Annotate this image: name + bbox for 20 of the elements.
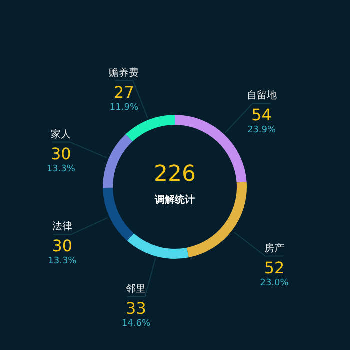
data-label: 52: [264, 258, 285, 278]
data-label: 33: [126, 299, 146, 318]
slice-label: 赡养费: [109, 66, 140, 79]
text: 14.6%: [122, 319, 151, 330]
data-label: 30: [50, 144, 72, 164]
text: 226: [154, 162, 196, 187]
text: 调解统计: [154, 194, 195, 206]
data-label: 54: [252, 106, 272, 125]
slice-label: 自留地: [246, 90, 277, 102]
text: 23.0%: [260, 278, 289, 288]
text: 13.3%: [46, 164, 76, 174]
slice-label: 房产: [264, 242, 285, 254]
text: 23.9%: [247, 126, 276, 136]
slice-label: 法律: [52, 220, 72, 233]
data-label: 27: [114, 82, 134, 102]
slice-label: 家人: [51, 128, 72, 140]
slice-label: 邻里: [126, 283, 146, 296]
text: 11.9%: [110, 102, 139, 113]
text: 13.3%: [48, 256, 77, 267]
data-label: 30: [52, 236, 73, 256]
